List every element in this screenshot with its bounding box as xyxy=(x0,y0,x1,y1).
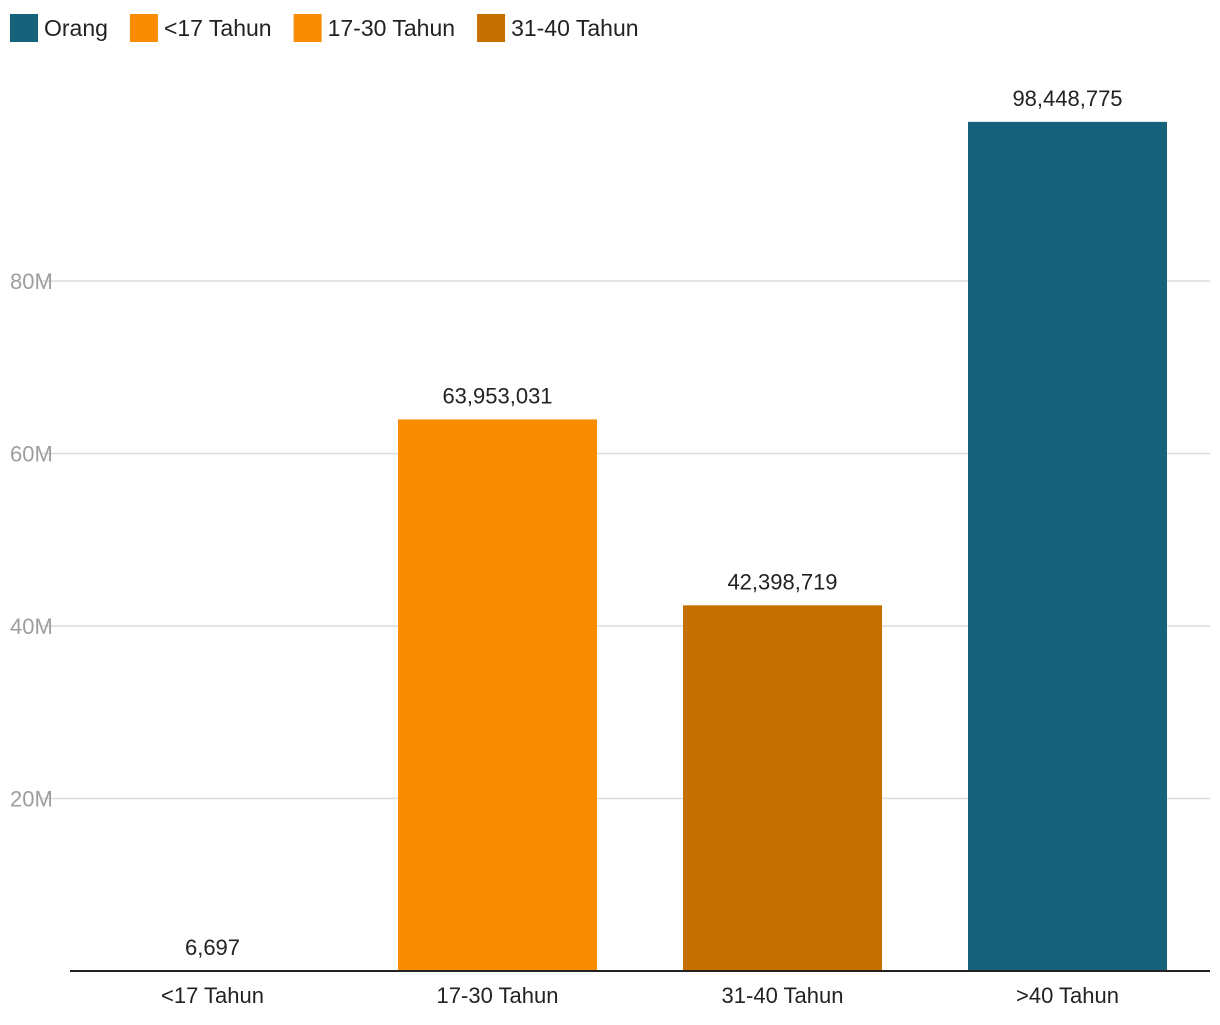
x-tick-label: <17 Tahun xyxy=(161,983,264,1008)
data-label: 42,398,719 xyxy=(727,569,837,594)
legend-label: 17-30 Tahun xyxy=(328,15,455,41)
data-label: 98,448,775 xyxy=(1012,86,1122,111)
y-tick-label: 60M xyxy=(10,442,53,467)
x-tick-label: 17-30 Tahun xyxy=(437,983,559,1008)
x-axis-category-labels: <17 Tahun 17-30 Tahun 31-40 Tahun >40 Tahun xyxy=(161,983,1119,1008)
bars xyxy=(113,122,1167,971)
legend: Orang <17 Tahun 17-30 Tahun 31-40 Tahun xyxy=(10,14,639,42)
x-tick-label: >40 Tahun xyxy=(1016,983,1119,1008)
bar xyxy=(968,122,1167,971)
legend-label: Orang xyxy=(44,15,108,41)
data-label: 6,697 xyxy=(185,935,240,960)
bar xyxy=(683,605,882,971)
legend-swatch xyxy=(477,14,505,42)
y-axis-ticks: 20M 40M 60M 80M xyxy=(10,269,53,812)
legend-swatch xyxy=(130,14,158,42)
legend-swatch xyxy=(10,14,38,42)
legend-label: <17 Tahun xyxy=(164,15,272,41)
y-tick-label: 40M xyxy=(10,614,53,639)
bar xyxy=(398,419,597,971)
x-tick-label: 31-40 Tahun xyxy=(722,983,844,1008)
data-label: 63,953,031 xyxy=(442,383,552,408)
y-tick-label: 20M xyxy=(10,787,53,812)
legend-swatch xyxy=(294,14,322,42)
legend-label: 31-40 Tahun xyxy=(511,15,638,41)
y-tick-label: 80M xyxy=(10,269,53,294)
